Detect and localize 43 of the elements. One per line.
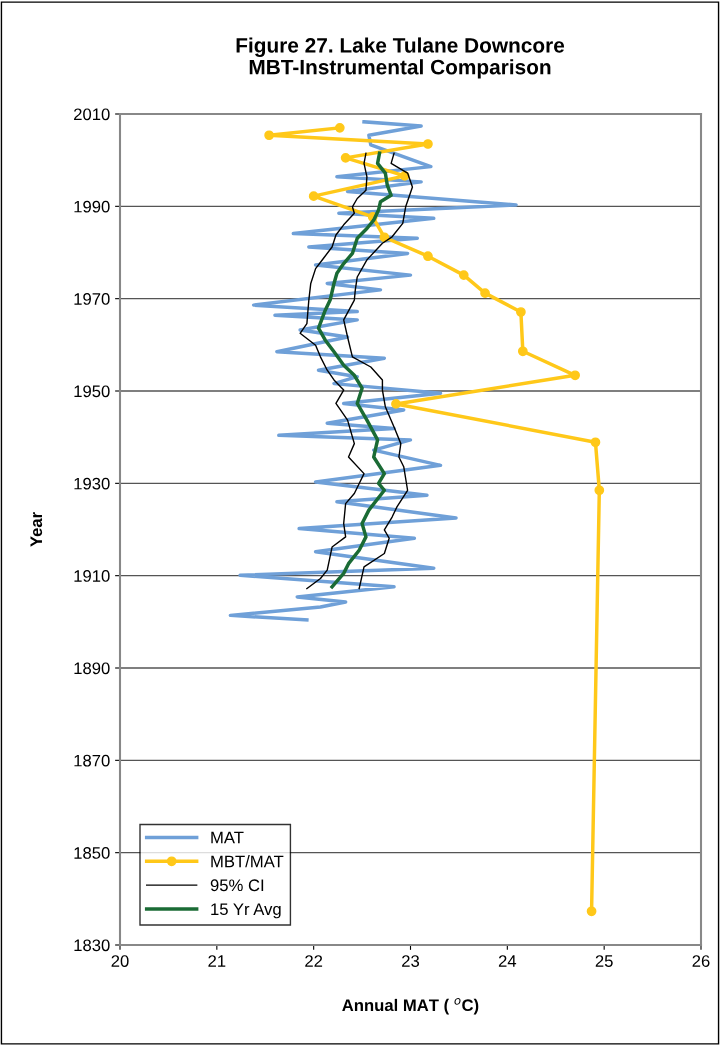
line-series (342, 152, 414, 590)
x-tick-label: 26 (692, 955, 710, 967)
y-axis-title: Year (30, 512, 43, 547)
point (517, 346, 528, 357)
y-tick-label: 1930 (74, 477, 110, 490)
y-tick-label: 1990 (74, 200, 110, 213)
legend-label: 15 Yr Avg (211, 903, 281, 919)
point (586, 906, 597, 917)
legend-label: MBT/MAT (211, 855, 284, 868)
y-tick-label: 1950 (74, 385, 110, 398)
x-tick-label: 25 (595, 955, 613, 967)
line-series (299, 152, 368, 590)
chart-title: Figure 27. Lake Tulane Downcore MBT-Instrumental Comparison (236, 37, 565, 79)
point (594, 485, 605, 496)
point (570, 370, 580, 381)
x-tick-label: 23 (402, 955, 420, 967)
x-tick-label: 22 (305, 955, 323, 967)
legend-label: 95% CI (210, 879, 264, 892)
point (590, 437, 601, 448)
point (308, 191, 319, 202)
y-tick-label: 1850 (74, 847, 110, 859)
point (516, 307, 526, 317)
point (423, 251, 433, 262)
y-tick-label: 1970 (74, 293, 110, 305)
x-tick-label: 21 (208, 955, 226, 967)
y-tick-label: 1890 (74, 662, 110, 675)
line-series (228, 120, 518, 622)
y-tick-label: 1910 (74, 570, 110, 582)
point (334, 122, 345, 133)
y-tick-label: 2010 (74, 108, 110, 121)
point (458, 270, 469, 280)
point (391, 399, 401, 409)
x-tick-label: 24 (498, 955, 517, 967)
point (423, 139, 433, 149)
point (340, 152, 351, 163)
y-tick-label: 1870 (74, 754, 110, 767)
x-tick-label: 20 (111, 955, 129, 967)
x-axis-title: Annual MAT ( $^{o}$C) (342, 998, 479, 1015)
legend-label: MAT (211, 831, 244, 844)
point (480, 288, 490, 298)
point (264, 130, 274, 141)
y-tick-label: 1830 (74, 939, 110, 952)
line-series (316, 151, 393, 589)
